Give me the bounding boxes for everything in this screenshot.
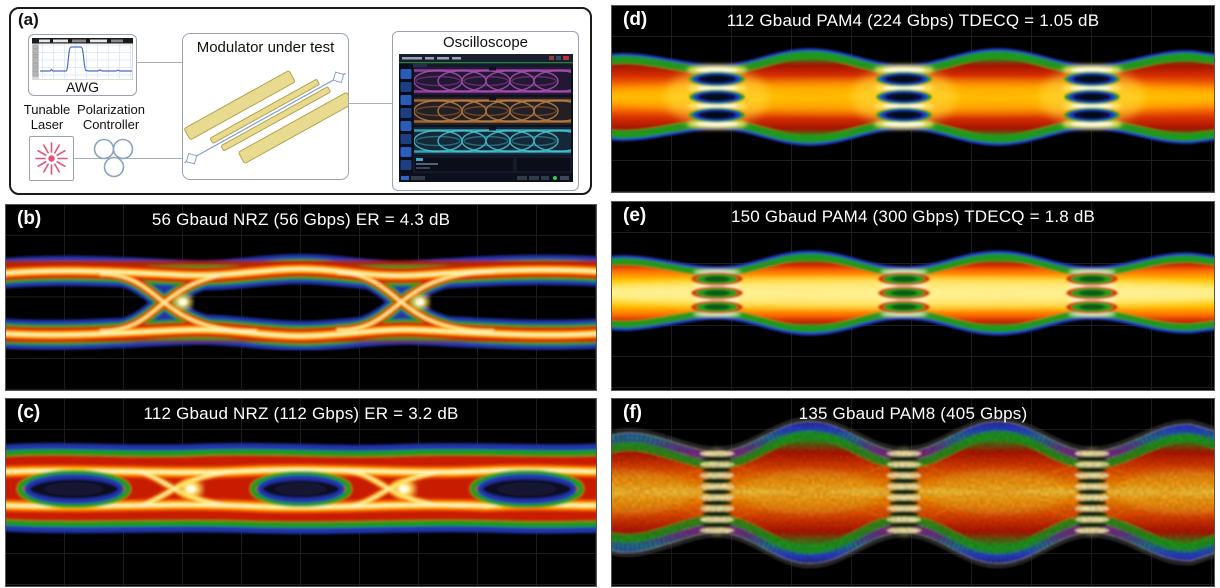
noise-overlay (612, 415, 1214, 571)
modulator-box: Modulator under test (182, 33, 349, 180)
eye-diagram-panel-c: (c) 112 Gbaud NRZ (112 Gbps) ER = 3.2 dB (5, 398, 597, 587)
crossing-hot-spots (174, 295, 429, 309)
crossing-hot-spots (180, 480, 415, 498)
panel-label: (d) (623, 9, 648, 30)
pam8-eye-trace (612, 415, 1214, 571)
panel-title: 150 Gbaud PAM4 (300 Gbps) TDECQ = 1.8 dB (730, 207, 1096, 226)
polarization-controller-icon (93, 138, 134, 178)
panel-label: (f) (623, 402, 642, 423)
panel-title: 112 Gbaud PAM4 (224 Gbps) TDECQ = 1.05 d… (726, 11, 1100, 30)
connection-awg-modulator (137, 62, 183, 63)
connection-laser-modulator (74, 158, 183, 159)
tunable-laser-box (29, 136, 74, 181)
pam4-eye-trace (612, 48, 1214, 146)
panel-label: (e) (623, 205, 647, 226)
awg-pulse-waveform (40, 46, 132, 72)
waveguide-line (184, 72, 346, 164)
oscilloscope-title: Oscilloscope (442, 34, 529, 51)
scope-status-bar (399, 174, 573, 182)
pam4-eye-trace (612, 250, 1214, 336)
oscilloscope-box: Oscilloscope (392, 31, 579, 191)
panel-label: (b) (17, 208, 42, 229)
awg-screenshot (32, 38, 133, 80)
polarization-controller-label: Polarization Controller (77, 102, 145, 133)
scope-trace-cyan (414, 127, 571, 155)
graticule-grid (6, 205, 596, 390)
panel-label: (a) (18, 10, 39, 29)
eye-diagram-b (6, 205, 596, 390)
nrz-eye-trace (6, 443, 596, 534)
eye-openings (17, 470, 584, 508)
eye-diagram-panel-b: (b) 56 Gbaud NRZ (56 Gbps) ER = 4.3 dB (5, 204, 597, 391)
scope-results-panels (413, 156, 572, 173)
scope-sidebar-buttons (400, 69, 412, 170)
panel-title: 112 Gbaud NRZ (112 Gbps) ER = 3.2 dB (143, 404, 459, 423)
eye-diagram-e (612, 202, 1214, 390)
eye-diagram-panel-e: (e) 150 Gbaud PAM4 (300 Gbps) TDECQ = 1.… (611, 201, 1215, 391)
scope-menubar (399, 54, 573, 62)
panel-title: 56 Gbaud NRZ (56 Gbps) ER = 4.3 dB (151, 210, 451, 229)
panel-title: 135 Gbaud PAM8 (405 Gbps) (798, 404, 1028, 423)
oscilloscope-screenshot (399, 54, 573, 182)
scope-trace-orange (414, 97, 571, 125)
eye-diagram-f (612, 399, 1214, 586)
nrz-eye-trace (6, 253, 596, 352)
panel-label: (c) (17, 402, 41, 423)
awg-box: AWG (28, 34, 137, 96)
scope-trace-magenta (414, 67, 571, 95)
eye-diagram-d (612, 6, 1214, 192)
connection-modulator-oscilloscope (349, 103, 393, 104)
eye-diagram-panel-d: (d) 112 Gbaud PAM4 (224 Gbps) TDECQ = 1.… (611, 5, 1215, 193)
eye-diagram-c (6, 399, 596, 586)
modulator-title: Modulator under test (196, 39, 335, 56)
tunable-laser-label: Tunable Laser (23, 102, 71, 133)
laser-icon (35, 142, 68, 175)
pam4-eye-clusters (665, 65, 1144, 129)
fiber-coupler-icons (185, 71, 345, 165)
setup-panel: (a) (9, 7, 592, 195)
eye-diagram-panel-f: (f) 135 Gbaud PAM8 (405 Gbps) (611, 398, 1215, 587)
pam4-eye-clusters (691, 269, 1118, 317)
modulator-electrodes (184, 70, 348, 165)
awg-label: AWG (66, 79, 99, 95)
